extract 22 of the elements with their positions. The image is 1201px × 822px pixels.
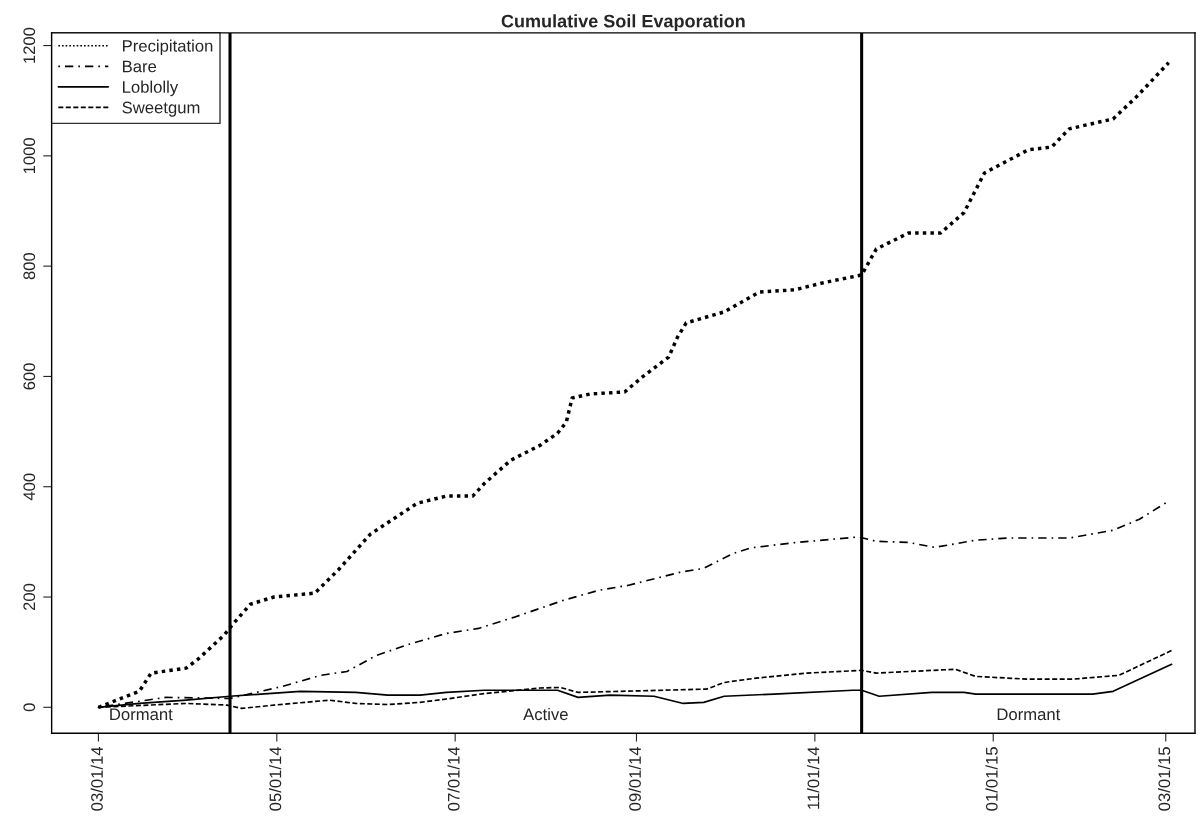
y-tick-label: 600 [23, 363, 36, 390]
annotation: Active [523, 707, 568, 721]
y-tick-label: 400 [23, 473, 36, 501]
x-tick-label: 01/01/15 [985, 747, 998, 811]
legend-label: Bare [123, 60, 157, 73]
x-tick-label: 05/01/14 [269, 746, 282, 811]
y-tick-label: 1000 [23, 137, 36, 174]
annotation: Dormant [997, 708, 1061, 721]
x-tick-label: 07/01/14 [447, 746, 460, 811]
legend-label: Precipitation [123, 39, 213, 56]
x-tick-label: 03/01/14 [90, 746, 103, 811]
y-tick-label: 0 [23, 703, 36, 712]
annotation: Dormant [110, 708, 173, 721]
x-tick-label: 03/01/15 [1157, 747, 1171, 811]
y-tick-label: 1200 [23, 27, 36, 63]
legend-label: Loblolly [123, 80, 179, 97]
x-tick-label: 11/01/14 [807, 746, 820, 809]
chart-title: Cumulative Soil Evaporation [501, 14, 745, 32]
legend-label: Sweetgum [122, 101, 200, 117]
y-tick-label: 200 [23, 583, 36, 611]
x-tick-label: 09/01/14 [628, 746, 641, 811]
y-tick-label: 800 [23, 252, 36, 280]
